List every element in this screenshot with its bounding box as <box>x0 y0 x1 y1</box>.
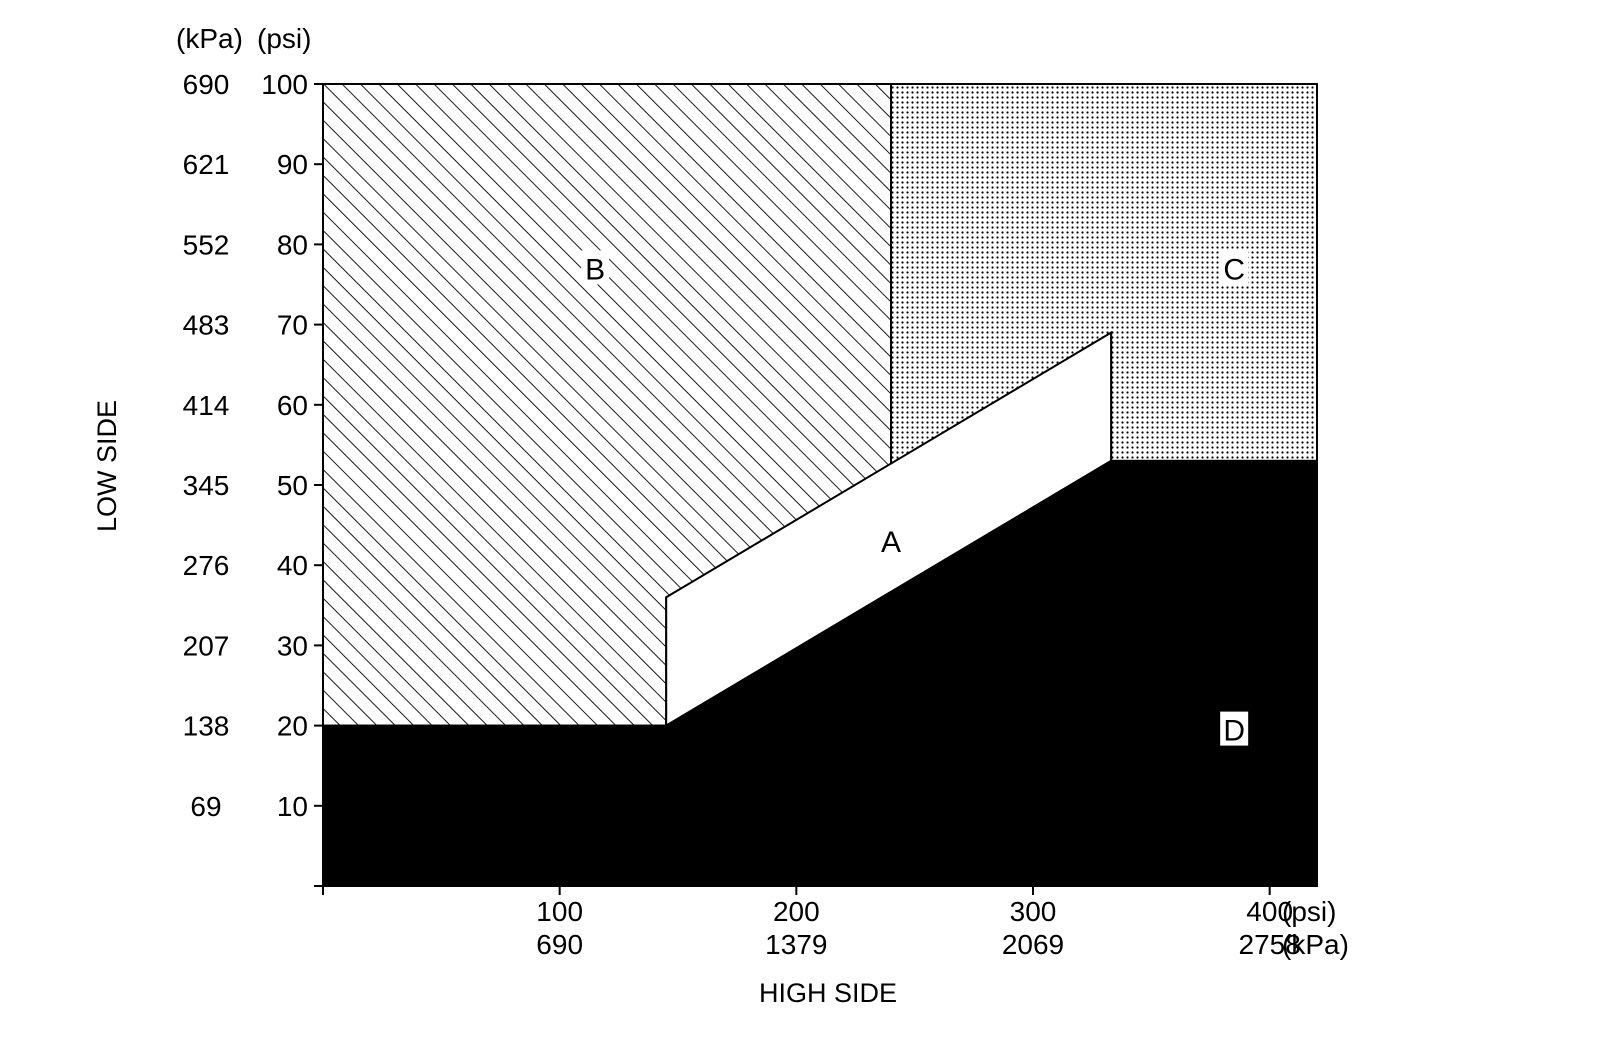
x-tick-label-psi: 200 <box>773 896 820 927</box>
y-axis-ticks: 10 69 20 138 30 207 40 276 50 345 60 414 70 483 80 552 9… <box>183 69 323 887</box>
regions-layer: B C A D <box>322 83 1318 887</box>
y-tick-label-psi: 60 <box>277 390 308 421</box>
region-label-c: C <box>1223 253 1245 286</box>
y-tick-label-kpa: 69 <box>190 791 221 822</box>
y-tick-label-psi: 70 <box>277 310 308 341</box>
x-tick-label-psi: 300 <box>1010 896 1057 927</box>
region-label-bg-d <box>1220 711 1249 746</box>
y-tick-label-psi: 20 <box>277 711 308 742</box>
y-axis-unit-kpa: (kPa) <box>176 23 243 54</box>
y-tick-label-kpa: 621 <box>183 149 230 180</box>
y-tick-label-psi: 40 <box>277 550 308 581</box>
region-label-a: A <box>881 526 901 559</box>
region-label-bg-a <box>877 523 905 558</box>
y-tick-label-psi: 90 <box>277 149 308 180</box>
region-label-d: D <box>1223 715 1245 748</box>
x-axis-unit-kpa: (kPa) <box>1282 929 1349 960</box>
y-tick-label-kpa: 414 <box>183 390 230 421</box>
y-tick-label-psi: 100 <box>261 69 308 100</box>
y-tick-label-psi: 80 <box>277 229 308 260</box>
y-axis-title: LOW SIDE <box>92 400 122 532</box>
x-axis-title: HIGH SIDE <box>759 978 897 1008</box>
x-axis-unit-psi: (psi) <box>1282 896 1336 927</box>
y-tick-label-kpa: 345 <box>183 470 230 501</box>
y-tick-label-psi: 10 <box>277 791 308 822</box>
y-tick-label-psi: 30 <box>277 630 308 661</box>
y-tick-label-kpa: 276 <box>183 550 230 581</box>
y-axis-unit-psi: (psi) <box>257 23 311 54</box>
x-tick-label-kpa: 1379 <box>765 929 827 960</box>
y-tick-label-psi: 50 <box>277 470 308 501</box>
y-tick-label-kpa: 690 <box>183 69 230 100</box>
x-tick-label-kpa: 2069 <box>1002 929 1064 960</box>
x-tick-label-kpa: 2758 <box>1239 929 1301 960</box>
x-tick-label-psi: 400 <box>1246 896 1293 927</box>
region-label-bg-c <box>1220 250 1249 285</box>
x-tick-label-psi: 100 <box>536 896 583 927</box>
region-label-bg-b <box>581 250 610 285</box>
x-tick-label-kpa: 690 <box>536 929 583 960</box>
y-tick-label-kpa: 552 <box>183 229 230 260</box>
y-tick-label-kpa: 483 <box>183 310 230 341</box>
region-label-b: B <box>585 253 605 286</box>
y-tick-label-kpa: 207 <box>183 630 230 661</box>
y-tick-label-kpa: 138 <box>183 711 230 742</box>
